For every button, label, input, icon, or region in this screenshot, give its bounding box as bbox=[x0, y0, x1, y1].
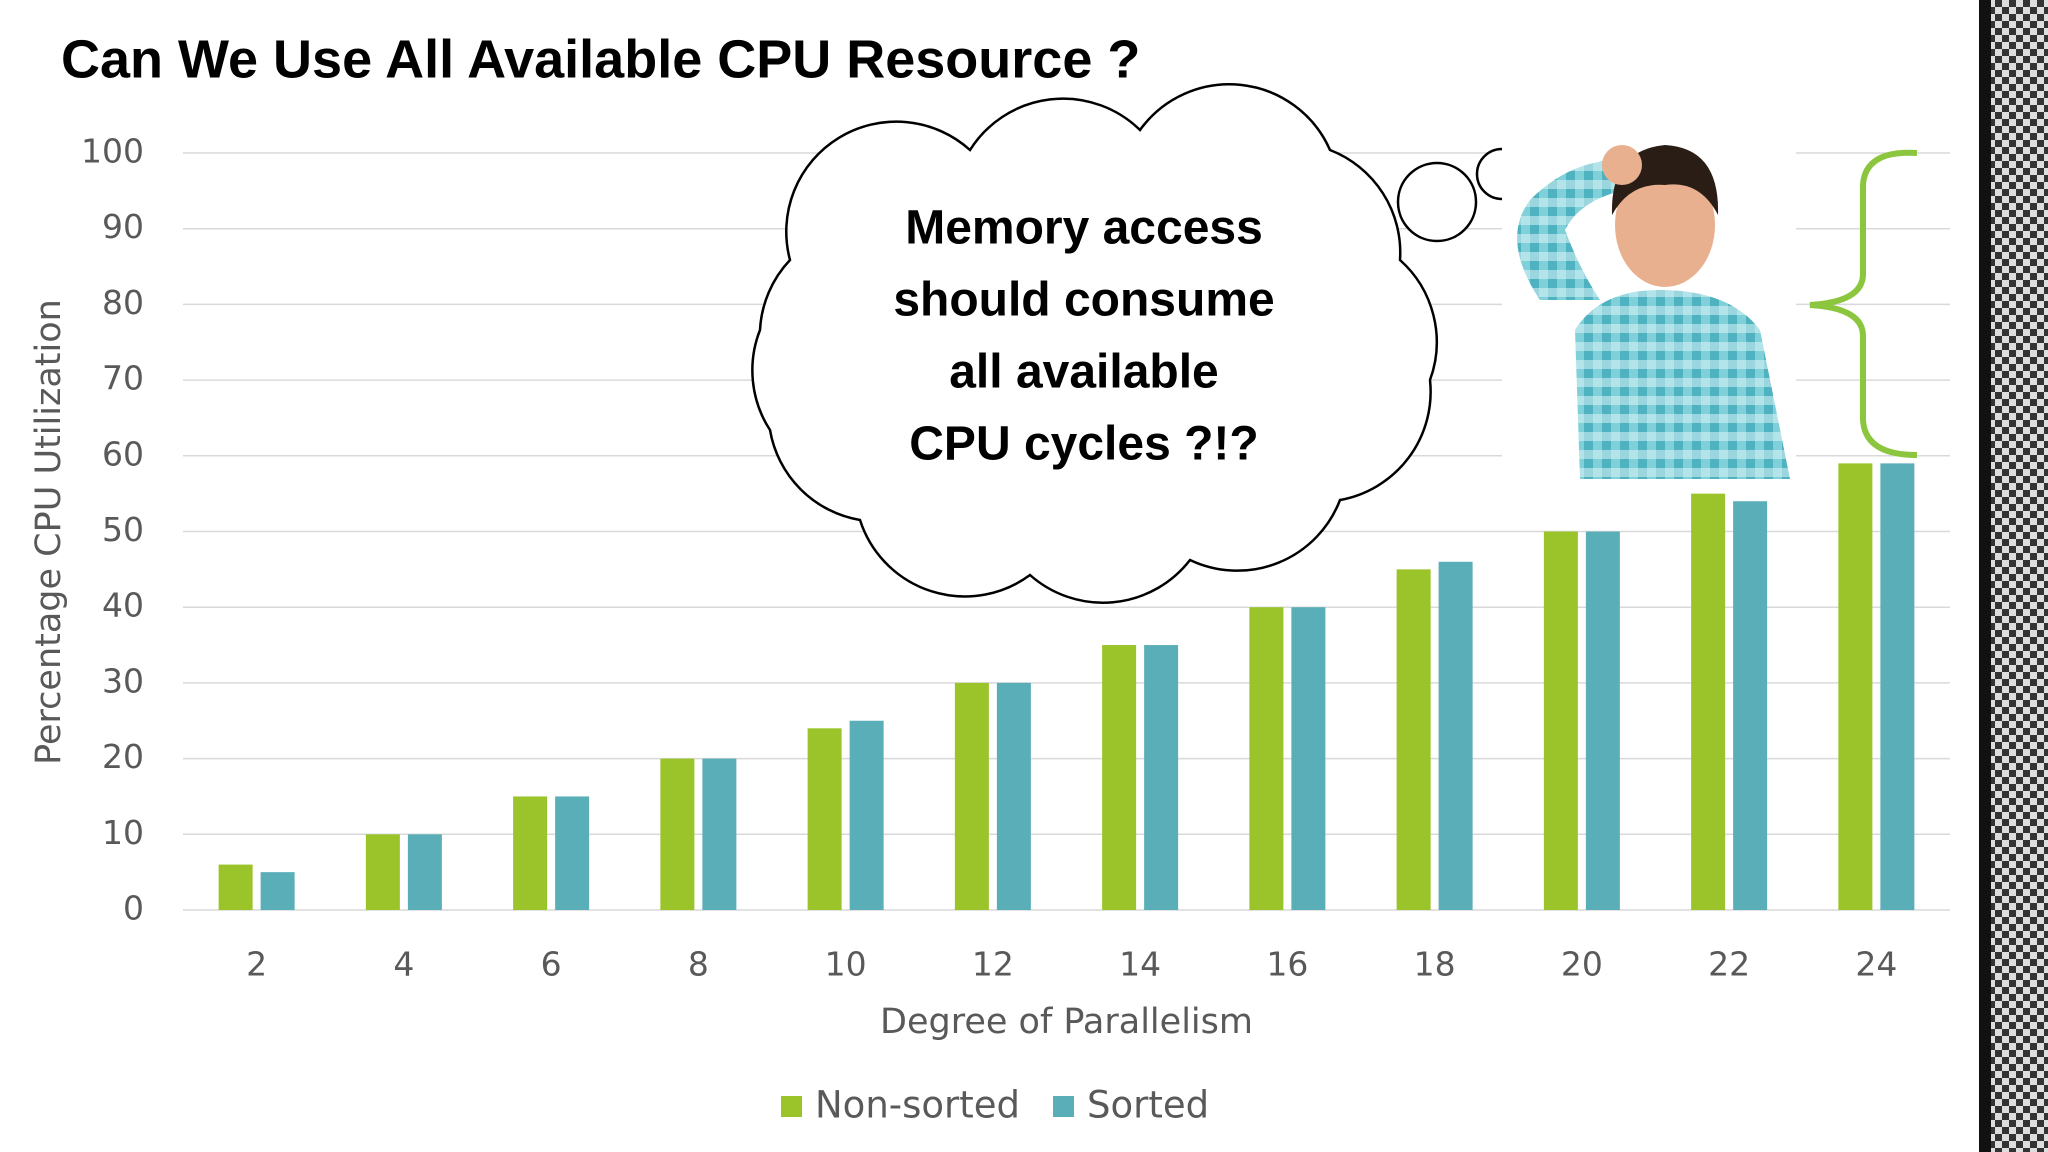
bar bbox=[1396, 569, 1431, 910]
bar bbox=[1733, 501, 1768, 910]
bar bbox=[513, 796, 548, 910]
cloud-text: all available bbox=[949, 346, 1219, 399]
bar bbox=[260, 872, 295, 910]
bar bbox=[849, 720, 884, 910]
y-tick-label: 100 bbox=[81, 132, 144, 171]
cloud-text: CPU cycles ?!? bbox=[909, 418, 1258, 471]
y-tick-label: 10 bbox=[102, 813, 144, 852]
bar bbox=[1838, 463, 1873, 910]
bar bbox=[1249, 607, 1284, 910]
bar bbox=[218, 864, 253, 910]
y-axis-label: Percentage CPU Utilization bbox=[29, 299, 69, 765]
bar bbox=[954, 682, 989, 910]
thought-bubble bbox=[1396, 161, 1478, 243]
legend-swatch bbox=[781, 1096, 802, 1117]
cloud-text: should consume bbox=[893, 274, 1274, 327]
y-tick-label: 0 bbox=[123, 889, 144, 928]
y-tick-label: 90 bbox=[102, 207, 144, 246]
bar bbox=[555, 796, 590, 910]
x-tick-label: 8 bbox=[688, 945, 709, 984]
x-tick-label: 6 bbox=[541, 945, 562, 984]
bar bbox=[807, 728, 842, 910]
brace bbox=[1809, 149, 1918, 458]
bar bbox=[1291, 607, 1326, 910]
y-tick-label: 30 bbox=[102, 661, 144, 700]
bar bbox=[702, 758, 737, 910]
bar bbox=[1691, 493, 1726, 910]
slide-title: Can We Use All Available CPU Resource ? bbox=[61, 29, 1140, 89]
thought-cloud bbox=[751, 83, 1438, 604]
boy-illustration bbox=[1502, 137, 1796, 479]
bar bbox=[407, 834, 442, 910]
x-tick-label: 2 bbox=[246, 945, 267, 984]
cloud-text: Memory access bbox=[905, 202, 1263, 255]
x-tick-label: 24 bbox=[1855, 945, 1897, 984]
bar bbox=[1144, 645, 1179, 910]
x-tick-label: 18 bbox=[1414, 945, 1456, 984]
bar bbox=[660, 758, 695, 910]
x-tick-label: 12 bbox=[972, 945, 1014, 984]
legend-swatch bbox=[1053, 1096, 1074, 1117]
bar bbox=[1880, 463, 1915, 910]
y-tick-label: 20 bbox=[102, 737, 144, 776]
x-tick-label: 14 bbox=[1119, 945, 1161, 984]
y-tick-label: 70 bbox=[102, 359, 144, 398]
x-tick-label: 22 bbox=[1708, 945, 1750, 984]
bar bbox=[1438, 561, 1473, 910]
y-tick-label: 80 bbox=[102, 283, 144, 322]
side-stripe-edge bbox=[1979, 0, 1991, 1152]
y-tick-label: 60 bbox=[102, 434, 144, 473]
y-tick-label: 40 bbox=[102, 586, 144, 625]
x-axis-label: Degree of Parallelism bbox=[880, 1002, 1253, 1042]
x-tick-label: 20 bbox=[1561, 945, 1603, 984]
legend-label: Non-sorted bbox=[815, 1084, 1020, 1127]
y-tick-label: 50 bbox=[102, 510, 144, 549]
bar bbox=[1102, 645, 1137, 910]
bar bbox=[1585, 531, 1620, 910]
x-tick-label: 4 bbox=[393, 945, 414, 984]
bar bbox=[996, 682, 1031, 910]
bar bbox=[1543, 531, 1578, 910]
x-tick-label: 16 bbox=[1266, 945, 1308, 984]
bar bbox=[365, 834, 400, 910]
x-tick-label: 10 bbox=[825, 945, 867, 984]
legend-label: Sorted bbox=[1087, 1084, 1209, 1127]
